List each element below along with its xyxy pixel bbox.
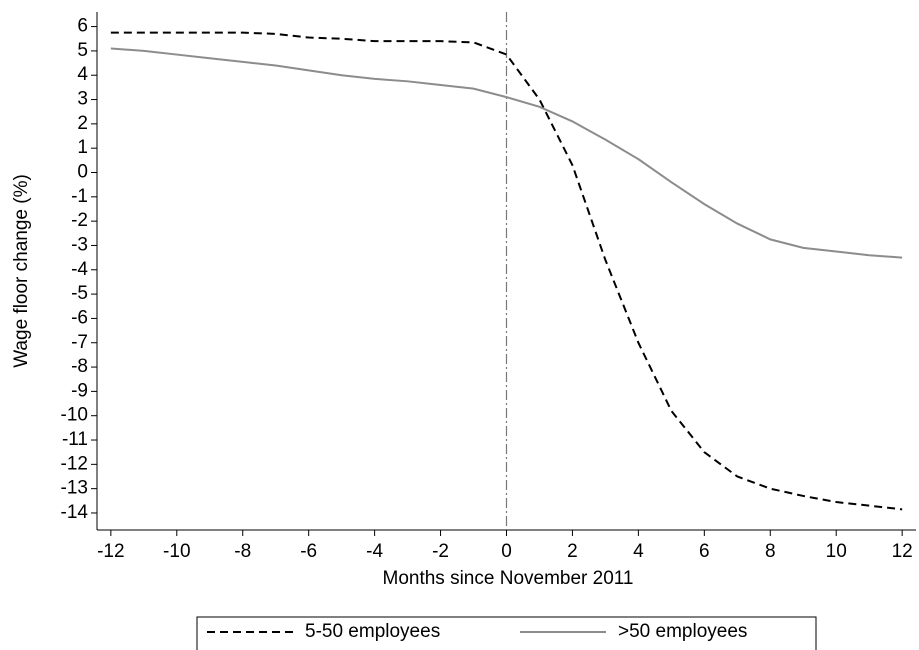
y-tick-label: 0 <box>77 162 88 183</box>
y-tick-label: -2 <box>71 210 88 231</box>
y-tick-label: 2 <box>77 113 88 134</box>
x-tick-label: 10 <box>826 541 847 562</box>
y-tick-label: -7 <box>71 332 88 353</box>
x-tick-label: 4 <box>633 541 644 562</box>
y-tick-label: 5 <box>77 40 88 61</box>
y-tick-label: 6 <box>77 16 88 37</box>
y-tick-label: -1 <box>71 186 88 207</box>
x-tick-label: 2 <box>567 541 578 562</box>
y-tick-label: -13 <box>61 478 88 499</box>
x-tick-label: 8 <box>765 541 776 562</box>
x-tick-label: -6 <box>300 541 317 562</box>
y-tick-label: -9 <box>71 380 88 401</box>
series-line <box>110 31 903 511</box>
series-line <box>110 47 903 259</box>
y-tick-label: -14 <box>61 502 89 523</box>
y-tick-label: 4 <box>77 64 88 85</box>
legend-label: >50 employees <box>618 621 747 642</box>
legend-label: 5-50 employees <box>305 621 440 642</box>
y-tick-label: -12 <box>61 453 88 474</box>
legend-box <box>196 616 817 650</box>
x-tick-label: -8 <box>234 541 251 562</box>
x-tick-label: -12 <box>97 541 124 562</box>
x-tick-label: -10 <box>163 541 190 562</box>
y-tick-label: 3 <box>77 89 88 110</box>
x-tick-label: 6 <box>699 541 710 562</box>
y-tick-label: -10 <box>61 405 88 426</box>
x-tick-label: -4 <box>366 541 383 562</box>
y-tick-label: -8 <box>71 356 88 377</box>
y-tick-label: -11 <box>62 429 88 450</box>
x-tick-label: -2 <box>432 541 449 562</box>
y-tick-label: -4 <box>71 259 88 280</box>
y-tick-label: -3 <box>71 234 88 255</box>
y-tick-label: -5 <box>71 283 88 304</box>
x-tick-label: 12 <box>892 541 913 562</box>
x-axis-label: Months since November 2011 <box>383 568 634 589</box>
y-axis-label: Wage floor change (%) <box>11 174 32 368</box>
y-tick-label: -6 <box>71 307 88 328</box>
x-tick-label: 0 <box>501 541 512 562</box>
y-tick-label: 1 <box>77 137 88 158</box>
